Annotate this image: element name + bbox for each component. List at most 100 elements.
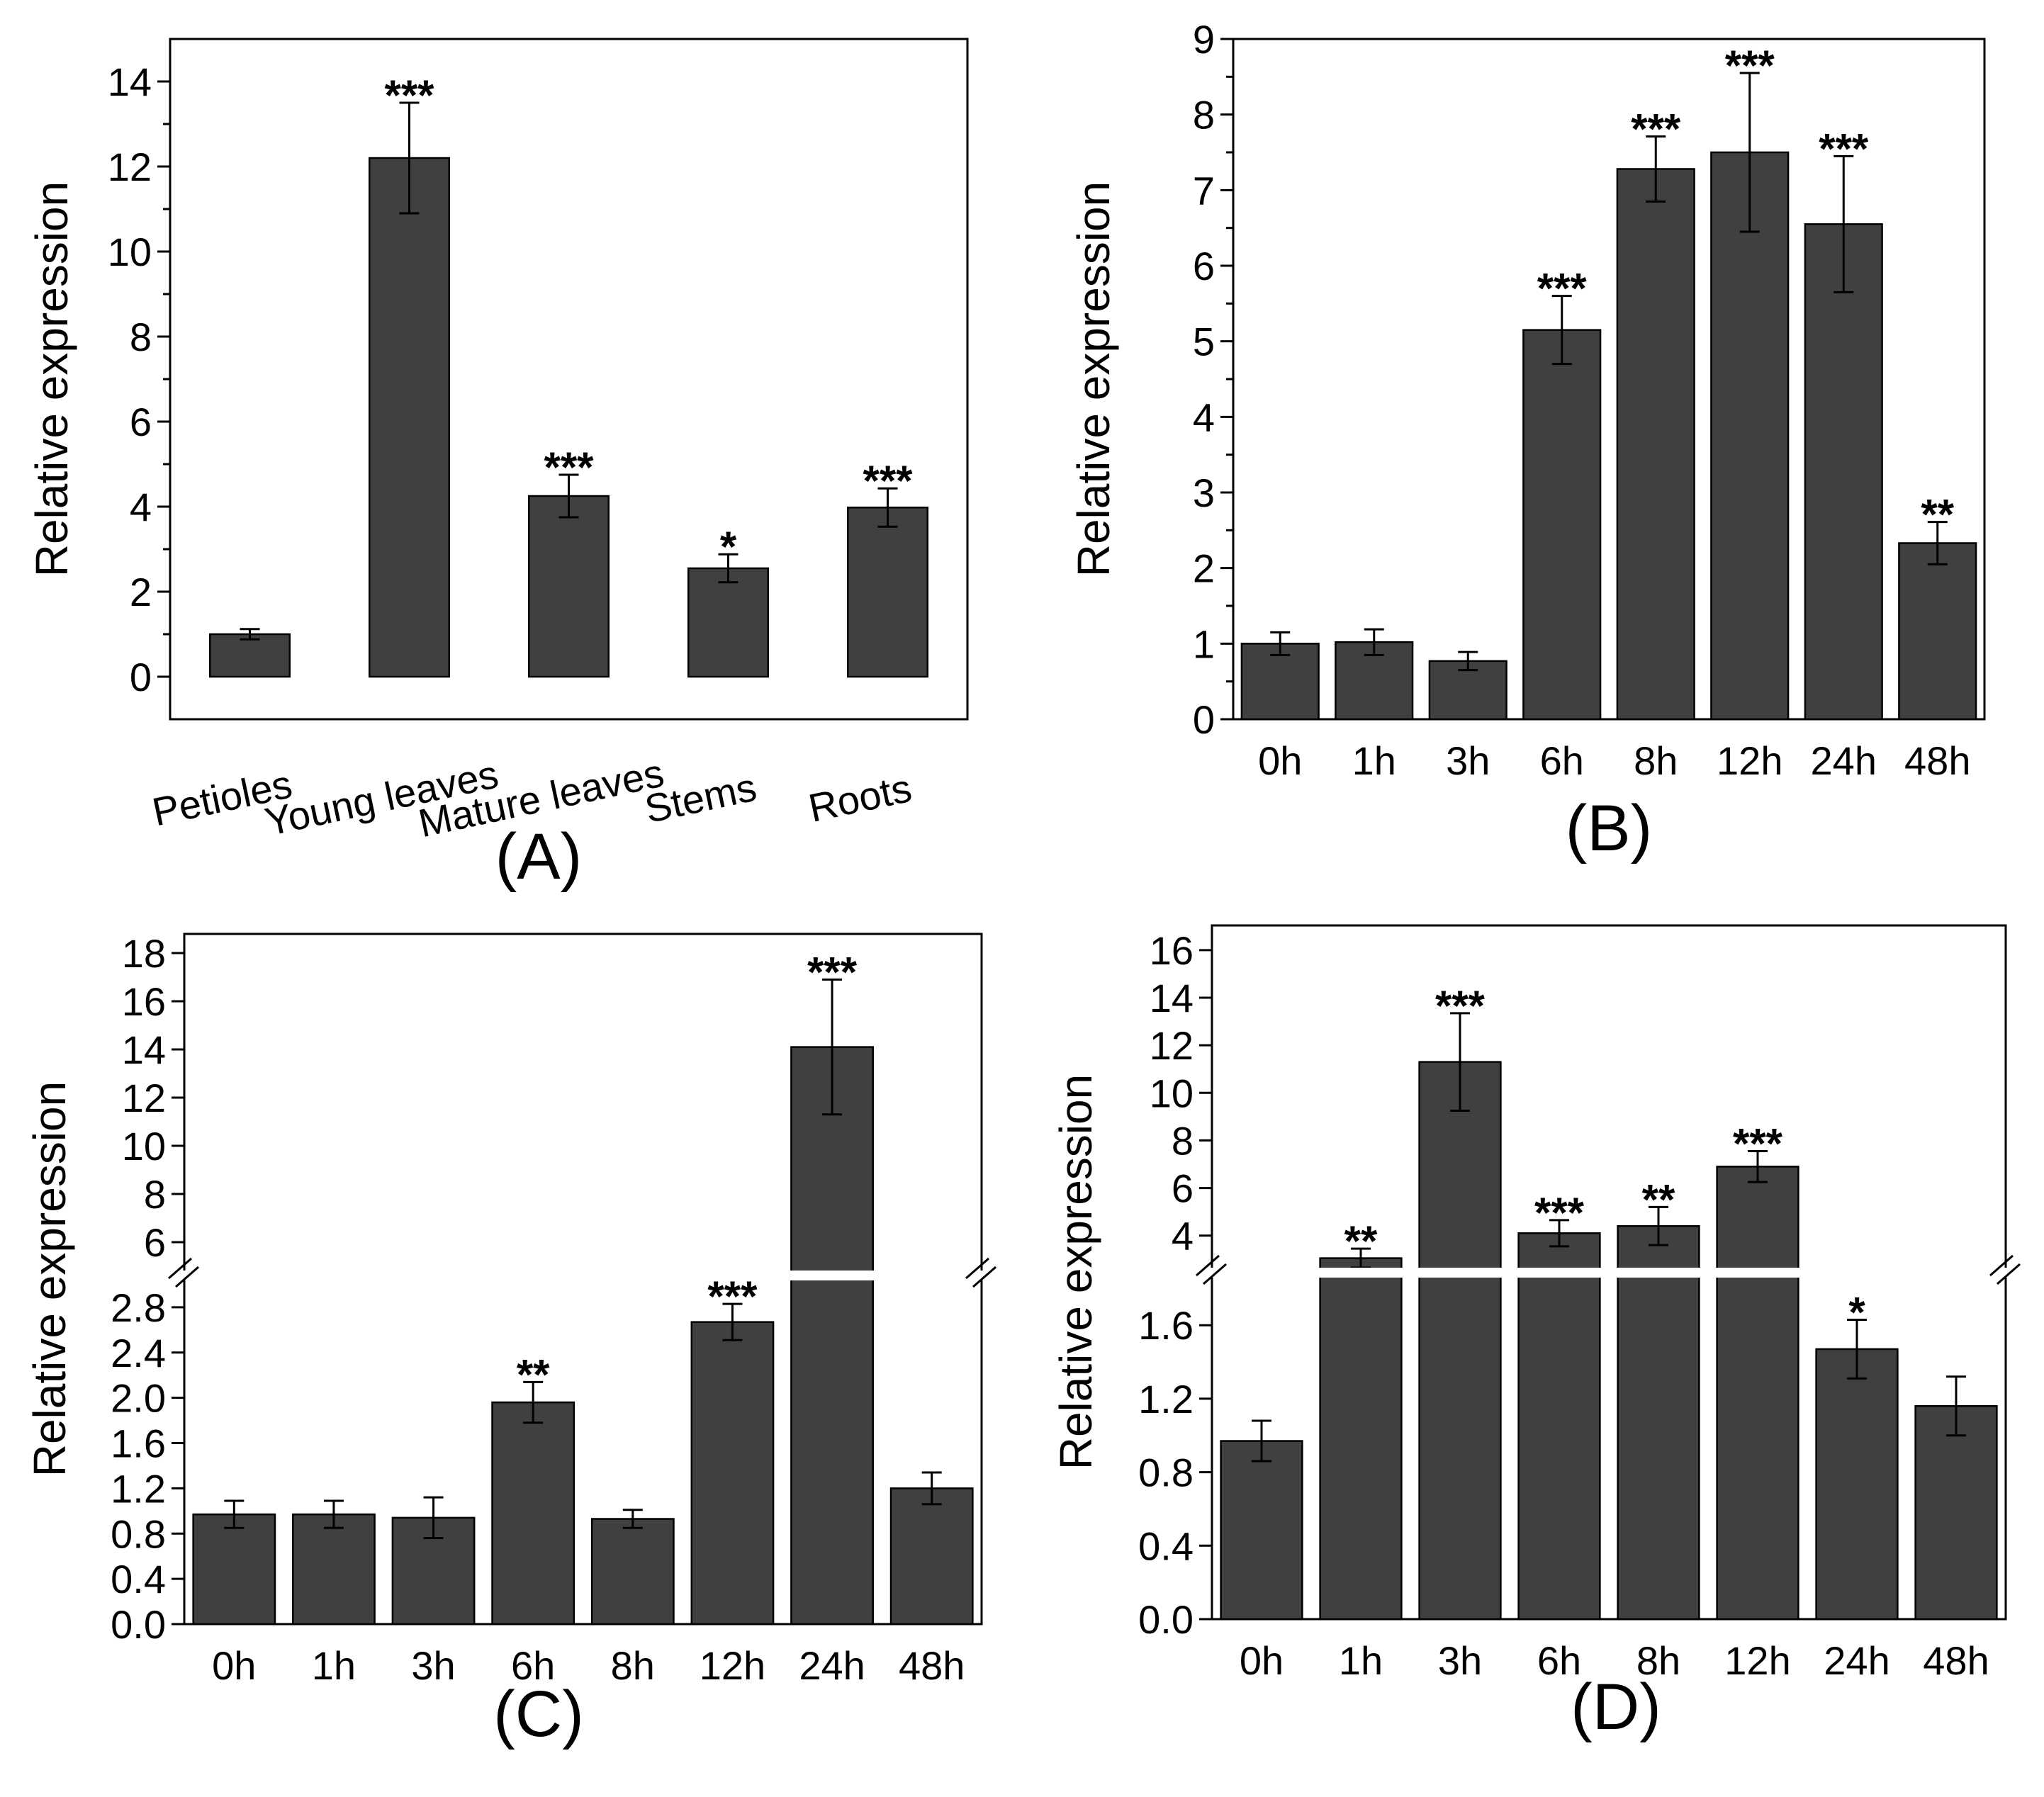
bar bbox=[1710, 151, 1790, 721]
y-tick-label: 14 bbox=[108, 60, 152, 104]
significance-label: *** bbox=[1534, 1189, 1585, 1237]
y-tick-label: 0.0 bbox=[1138, 1597, 1194, 1642]
y-tick-label: 14 bbox=[1150, 976, 1194, 1020]
x-category-label: 3h bbox=[1438, 1638, 1482, 1683]
significance-label: ** bbox=[1344, 1217, 1378, 1265]
bar bbox=[1522, 329, 1602, 721]
x-category-label: 6h bbox=[511, 1643, 555, 1688]
y-tick-label: 1.2 bbox=[1138, 1377, 1194, 1421]
x-category-label: Roots bbox=[804, 765, 915, 830]
bar bbox=[1517, 1232, 1601, 1621]
y-tick-label: 1.2 bbox=[111, 1466, 166, 1511]
x-category-label: 8h bbox=[611, 1643, 655, 1688]
bar bbox=[1617, 1225, 1700, 1621]
y-tick-label: 2 bbox=[1193, 546, 1215, 591]
bar bbox=[1815, 1348, 1899, 1621]
axis-break-mark bbox=[965, 1257, 989, 1280]
y-tick-label: 0 bbox=[130, 655, 152, 699]
y-tick-label: 8 bbox=[1193, 93, 1215, 137]
y-tick-label: 10 bbox=[1150, 1071, 1194, 1115]
y-tick-label: 12 bbox=[108, 145, 152, 189]
significance-label: *** bbox=[1733, 1120, 1783, 1168]
y-tick-label: 4 bbox=[130, 485, 152, 529]
y-tick-label: 9 bbox=[1193, 17, 1215, 62]
y-tick-label: 1.6 bbox=[1138, 1303, 1194, 1348]
significance-label: ** bbox=[1642, 1176, 1675, 1223]
y-tick-label: 2.0 bbox=[111, 1376, 166, 1421]
y-axis-title: Relative expression bbox=[1068, 181, 1119, 578]
panel-label: (D) bbox=[1571, 1671, 1661, 1743]
bar bbox=[1616, 168, 1695, 721]
y-tick-label: 6 bbox=[1172, 1166, 1194, 1211]
axis-break-mark bbox=[175, 1266, 199, 1288]
bar bbox=[790, 1046, 874, 1626]
y-tick-label: 12 bbox=[122, 1076, 166, 1120]
bar bbox=[1240, 643, 1320, 721]
x-category-label: 48h bbox=[1904, 738, 1970, 783]
y-tick-label: 0 bbox=[1193, 697, 1215, 742]
x-category-label: 8h bbox=[1636, 1638, 1680, 1683]
x-category-label: 8h bbox=[1634, 738, 1678, 783]
bar bbox=[192, 1513, 276, 1626]
bar bbox=[687, 567, 769, 678]
x-category-label: 3h bbox=[1446, 738, 1490, 783]
significance-label: *** bbox=[544, 444, 594, 491]
x-category-label: 6h bbox=[1537, 1638, 1581, 1683]
y-tick-label: 8 bbox=[130, 315, 152, 359]
bar bbox=[1804, 223, 1883, 721]
y-tick-label: 0.0 bbox=[111, 1602, 166, 1647]
y-axis-title: Relative expression bbox=[24, 1081, 75, 1477]
significance-label: ** bbox=[517, 1351, 550, 1398]
x-category-label: 1h bbox=[1339, 1638, 1383, 1683]
y-tick-label: 8 bbox=[144, 1172, 166, 1217]
x-category-label: 1h bbox=[312, 1643, 356, 1688]
bar bbox=[1418, 1061, 1502, 1621]
bar bbox=[690, 1321, 775, 1626]
x-category-label: 12h bbox=[1724, 1638, 1790, 1683]
bar bbox=[1220, 1440, 1303, 1621]
axis-break-mark bbox=[1203, 1263, 1227, 1285]
significance-label: * bbox=[1848, 1288, 1865, 1336]
bar bbox=[889, 1487, 974, 1626]
axis-break-gap bbox=[183, 1271, 983, 1280]
significance-label: *** bbox=[1537, 265, 1588, 312]
x-category-label: 48h bbox=[899, 1643, 965, 1688]
bar bbox=[491, 1401, 575, 1626]
panel-label: (B) bbox=[1566, 792, 1653, 864]
x-category-label: 48h bbox=[1923, 1638, 1989, 1683]
y-tick-label: 12 bbox=[1150, 1023, 1194, 1068]
bar bbox=[590, 1518, 675, 1626]
significance-label: *** bbox=[807, 948, 858, 996]
significance-label: *** bbox=[1631, 106, 1681, 153]
y-tick-label: 2.4 bbox=[111, 1331, 166, 1375]
bar bbox=[209, 633, 291, 678]
bar bbox=[1898, 542, 1977, 721]
y-tick-label: 5 bbox=[1193, 320, 1215, 364]
y-tick-label: 10 bbox=[122, 1124, 166, 1168]
x-category-label: 12h bbox=[700, 1643, 765, 1688]
panel-d: 0.00.40.81.21.6468101214160h**1h***3h***… bbox=[1050, 924, 2021, 1743]
y-tick-label: 16 bbox=[122, 979, 166, 1024]
y-tick-label: 3 bbox=[1193, 471, 1215, 515]
panel-label: (C) bbox=[493, 1678, 584, 1750]
significance-label: *** bbox=[863, 457, 913, 505]
y-tick-label: 4 bbox=[1193, 395, 1215, 439]
y-tick-label: 4 bbox=[1172, 1214, 1194, 1258]
y-tick-label: 1.6 bbox=[111, 1421, 166, 1466]
y-axis-title: Relative expression bbox=[26, 181, 77, 578]
y-tick-label: 6 bbox=[144, 1220, 166, 1265]
x-category-label: 1h bbox=[1352, 738, 1396, 783]
significance-label: *** bbox=[1819, 125, 1869, 172]
significance-label: * bbox=[720, 523, 737, 570]
y-tick-label: 6 bbox=[130, 400, 152, 444]
axis-break-mark bbox=[168, 1257, 192, 1280]
x-category-label: 12h bbox=[1717, 738, 1782, 783]
x-category-label: 6h bbox=[1540, 738, 1584, 783]
significance-label: ** bbox=[1921, 491, 1954, 539]
bar bbox=[292, 1513, 376, 1626]
bar bbox=[369, 157, 450, 678]
bar bbox=[1319, 1257, 1403, 1621]
